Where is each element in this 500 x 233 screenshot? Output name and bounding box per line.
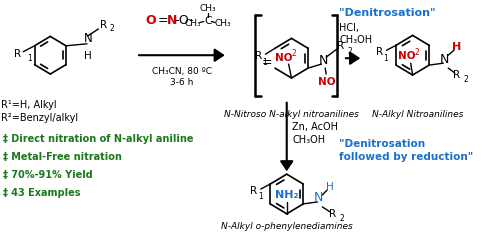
Text: CH₃CN, 80 ºC: CH₃CN, 80 ºC xyxy=(152,67,212,75)
Text: 2: 2 xyxy=(291,49,296,58)
Text: N: N xyxy=(167,14,177,27)
Text: N: N xyxy=(84,32,92,45)
Text: 3-6 h: 3-6 h xyxy=(170,79,194,87)
Text: R¹=H, Alkyl: R¹=H, Alkyl xyxy=(0,100,56,110)
Text: N: N xyxy=(318,54,328,67)
Text: =: = xyxy=(158,14,168,27)
Text: N-Alkyl Nitroanilines: N-Alkyl Nitroanilines xyxy=(372,110,463,119)
Text: "Denitrosation: "Denitrosation xyxy=(339,139,426,149)
Text: ‡ Metal-Free nitration: ‡ Metal-Free nitration xyxy=(2,152,122,162)
Text: H: H xyxy=(84,51,92,61)
Text: H: H xyxy=(326,182,334,192)
Text: R: R xyxy=(14,49,21,59)
Text: 2: 2 xyxy=(110,24,114,34)
Text: NO: NO xyxy=(275,53,292,63)
Text: C: C xyxy=(204,16,212,26)
Text: H: H xyxy=(452,42,462,52)
Text: 1: 1 xyxy=(27,54,32,63)
Text: "Denitrosation": "Denitrosation" xyxy=(339,8,436,17)
Text: Zn, AcOH: Zn, AcOH xyxy=(292,122,339,132)
Text: R: R xyxy=(453,70,460,80)
Text: 2: 2 xyxy=(415,48,420,57)
Text: R: R xyxy=(254,51,262,61)
Text: CH₃: CH₃ xyxy=(214,19,231,28)
Text: O: O xyxy=(145,14,156,27)
Text: 2: 2 xyxy=(340,214,344,223)
Text: N-Alkyl o-phenylenediamines: N-Alkyl o-phenylenediamines xyxy=(221,222,352,231)
Text: R: R xyxy=(329,209,336,219)
Text: NO: NO xyxy=(318,77,336,87)
Text: =: = xyxy=(262,56,272,69)
Text: ‡ Direct nitration of N-alkyl aniline: ‡ Direct nitration of N-alkyl aniline xyxy=(2,134,193,144)
Text: HCl,: HCl, xyxy=(339,24,359,34)
Text: R²=Benzyl/alkyl: R²=Benzyl/alkyl xyxy=(0,113,78,123)
Text: 2: 2 xyxy=(464,75,468,85)
Text: R: R xyxy=(100,20,107,30)
Text: -O-: -O- xyxy=(174,14,194,27)
Text: ‡ 70%-91% Yield: ‡ 70%-91% Yield xyxy=(2,170,92,180)
Text: N-Nitroso N-alkyl nitroanilines: N-Nitroso N-alkyl nitroanilines xyxy=(224,110,359,119)
Text: 1: 1 xyxy=(384,54,388,63)
Text: followed by reduction": followed by reduction" xyxy=(339,152,473,162)
Text: CH₃OH: CH₃OH xyxy=(339,35,372,45)
Text: NO: NO xyxy=(398,51,415,61)
Text: R: R xyxy=(250,186,257,196)
Text: R: R xyxy=(376,47,382,57)
Text: CH₃OH: CH₃OH xyxy=(292,135,326,145)
Text: CH₃: CH₃ xyxy=(184,19,200,28)
Text: CH₃: CH₃ xyxy=(200,4,216,13)
Text: 1: 1 xyxy=(258,192,262,202)
Text: 1: 1 xyxy=(262,58,268,67)
Text: N: N xyxy=(314,192,323,204)
Text: NH₂: NH₂ xyxy=(275,190,298,200)
Text: N: N xyxy=(440,53,449,66)
Text: R: R xyxy=(337,41,344,51)
Text: ‡ 43 Examples: ‡ 43 Examples xyxy=(2,188,80,198)
Text: 2: 2 xyxy=(348,47,352,56)
